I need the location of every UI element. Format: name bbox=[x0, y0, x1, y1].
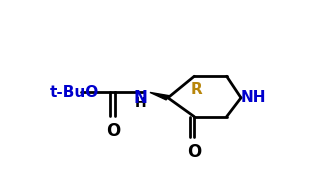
Text: NH: NH bbox=[241, 90, 266, 105]
Text: R: R bbox=[190, 82, 202, 97]
Text: O: O bbox=[106, 122, 120, 140]
Text: N: N bbox=[133, 89, 147, 107]
Text: H: H bbox=[135, 96, 146, 110]
Polygon shape bbox=[150, 92, 170, 100]
Text: t-BuO: t-BuO bbox=[49, 85, 99, 100]
Text: O: O bbox=[187, 143, 201, 161]
